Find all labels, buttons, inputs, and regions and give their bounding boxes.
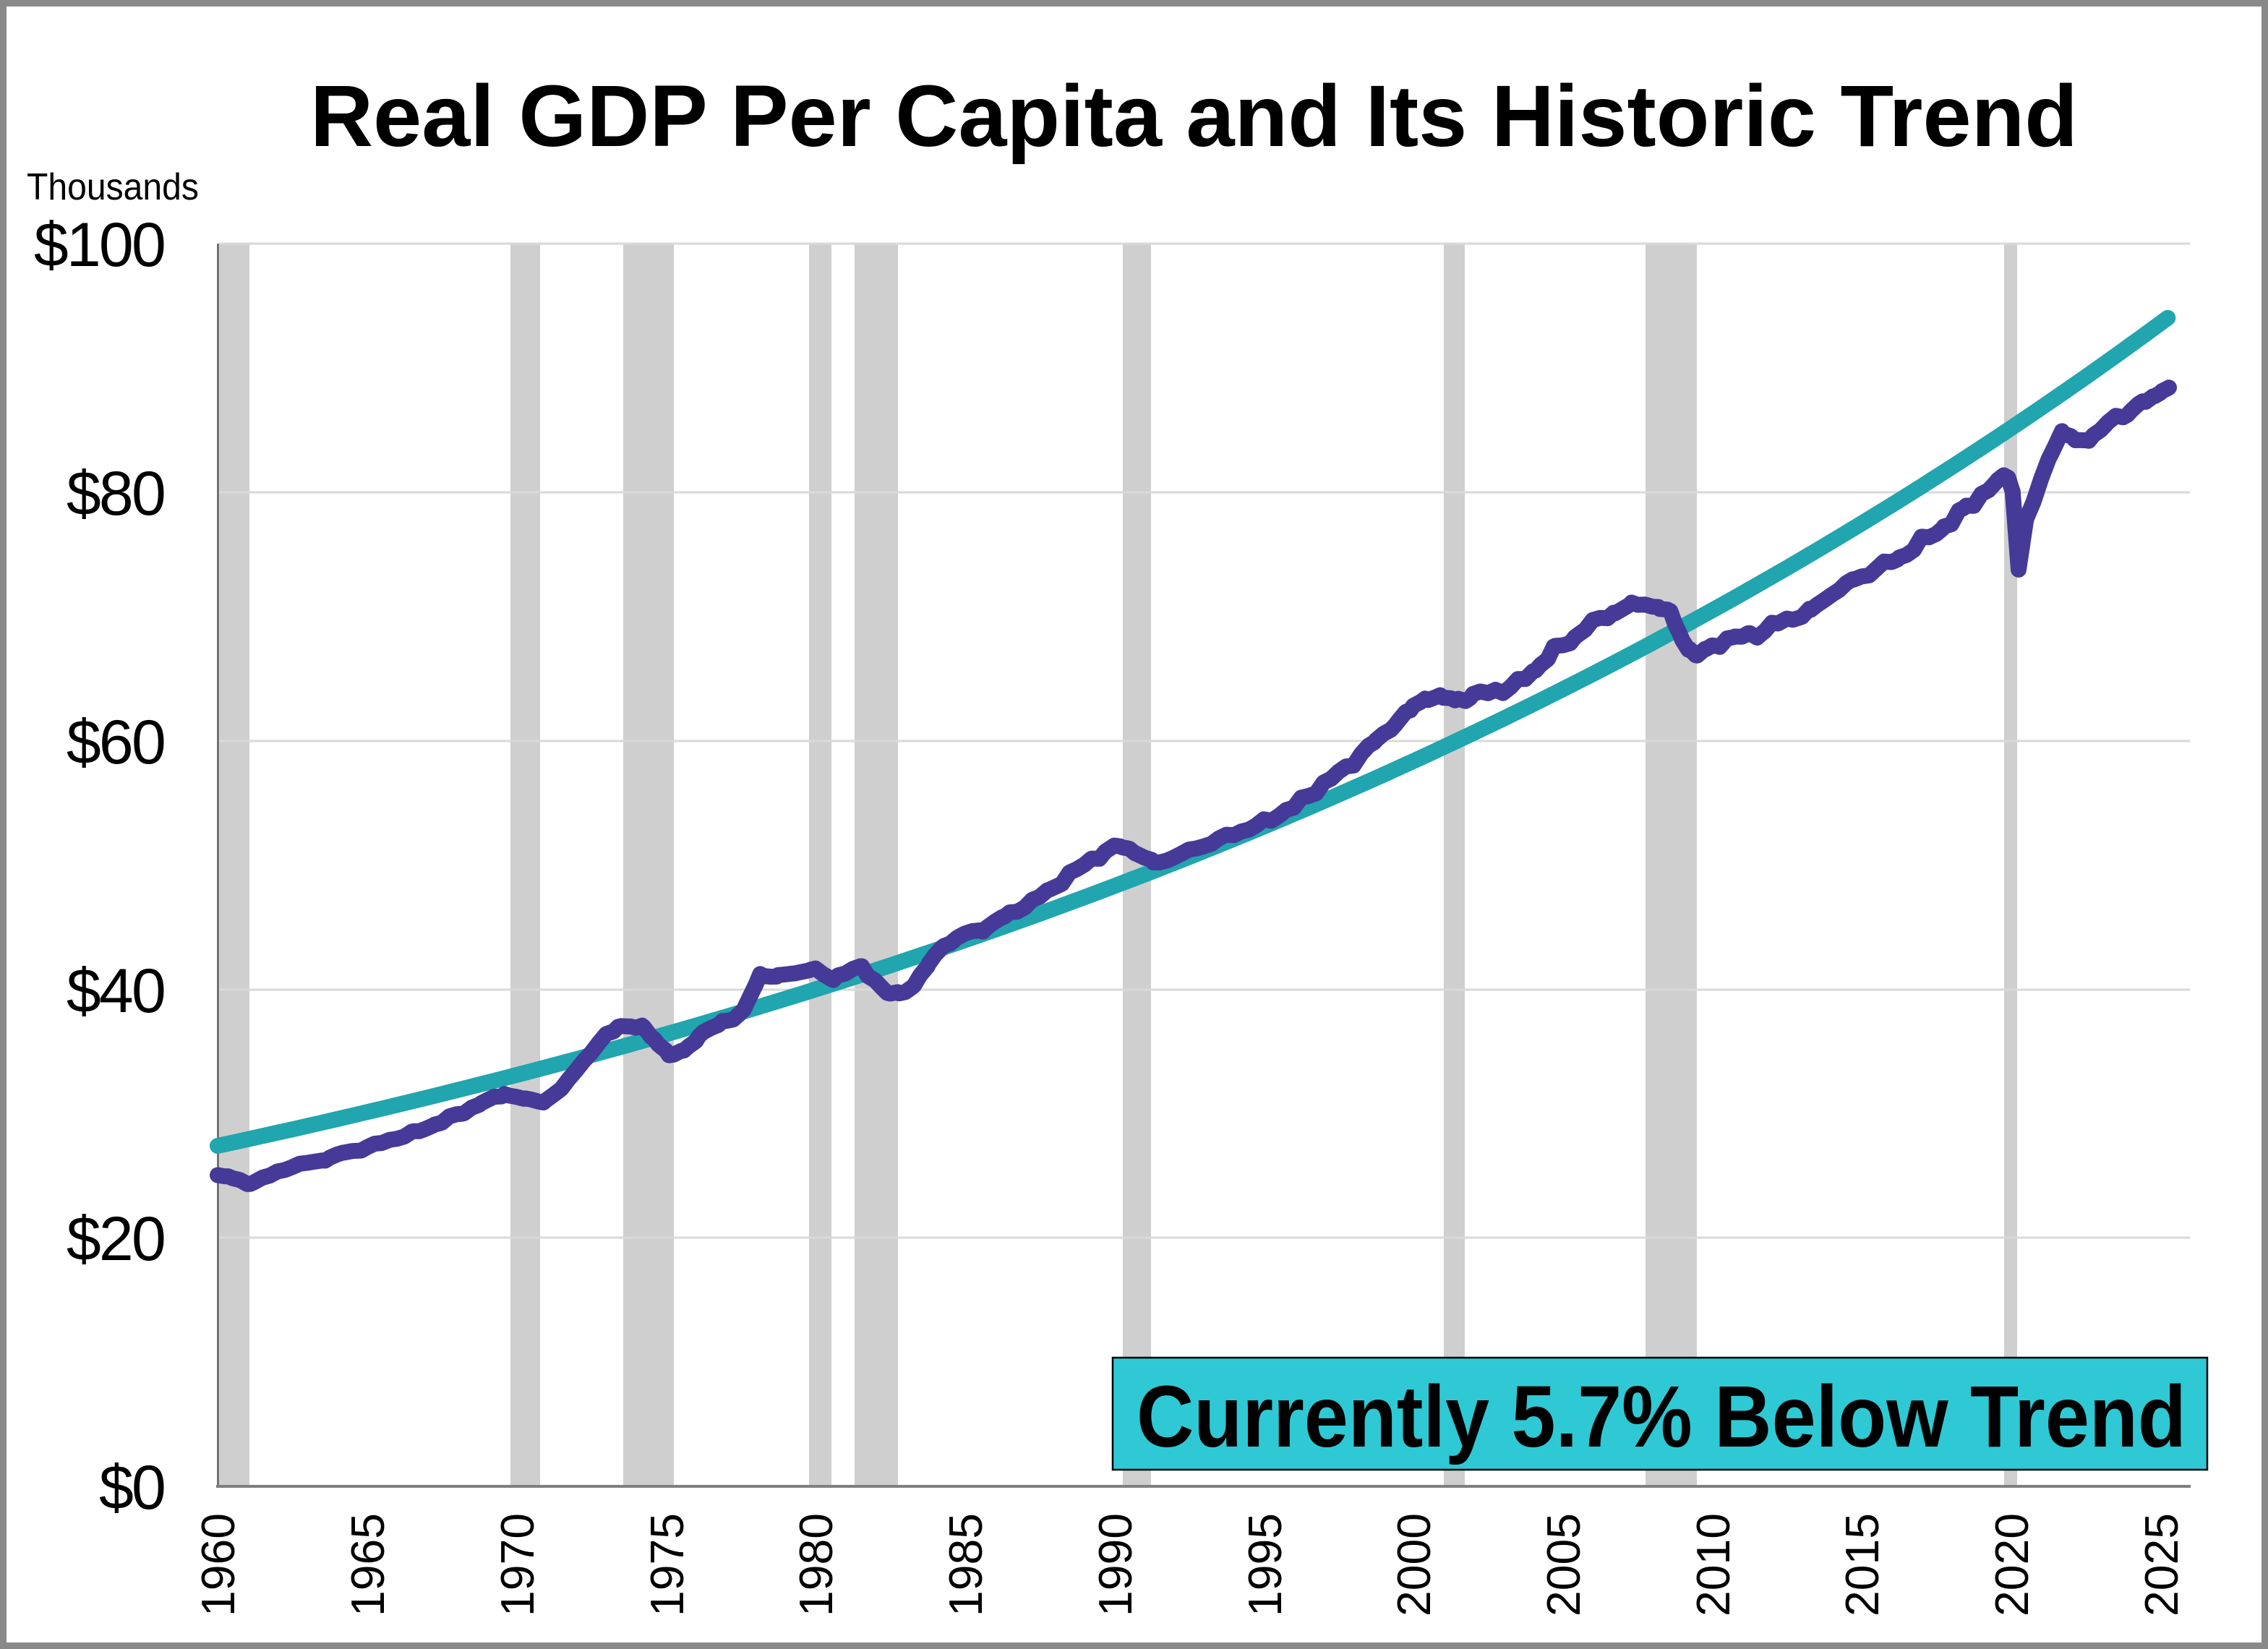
svg-text:1985: 1985 <box>939 1513 992 1616</box>
svg-text:$100: $100 <box>34 210 164 280</box>
svg-text:1980: 1980 <box>789 1513 842 1616</box>
svg-text:2020: 2020 <box>1985 1513 2038 1616</box>
svg-text:2010: 2010 <box>1687 1513 1739 1616</box>
svg-text:1960: 1960 <box>192 1513 244 1616</box>
svg-text:Currently 5.7% Below Trend: Currently 5.7% Below Trend <box>1137 1367 2186 1465</box>
svg-text:1995: 1995 <box>1238 1513 1291 1616</box>
svg-text:2015: 2015 <box>1836 1513 1888 1616</box>
svg-text:$60: $60 <box>67 708 164 777</box>
svg-text:$20: $20 <box>67 1204 164 1274</box>
svg-text:Thousands: Thousands <box>27 166 199 208</box>
svg-text:1975: 1975 <box>641 1513 693 1616</box>
svg-text:1965: 1965 <box>341 1513 394 1616</box>
svg-text:2005: 2005 <box>1537 1513 1590 1616</box>
svg-text:2000: 2000 <box>1387 1513 1440 1616</box>
svg-text:Real GDP Per Capita and Its Hi: Real GDP Per Capita and Its Historic Tre… <box>310 67 2078 165</box>
svg-text:1970: 1970 <box>491 1513 544 1616</box>
svg-text:$0: $0 <box>99 1453 164 1522</box>
svg-text:$80: $80 <box>67 459 164 528</box>
svg-text:$40: $40 <box>67 956 164 1026</box>
svg-text:1990: 1990 <box>1089 1513 1142 1616</box>
svg-text:2025: 2025 <box>2135 1513 2188 1616</box>
